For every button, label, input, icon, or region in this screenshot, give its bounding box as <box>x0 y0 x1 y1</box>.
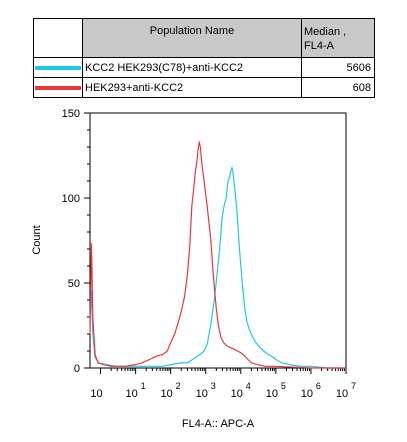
y-tick-label: 150 <box>62 108 80 120</box>
legend-header-row: Population Name Median , FL4-A <box>33 18 375 58</box>
legend-row-median: 608 <box>301 77 375 98</box>
series-group <box>89 141 346 369</box>
y-axis-label: Count <box>31 225 43 254</box>
legend-swatch-cell <box>33 57 83 78</box>
x-tick-label: 10 <box>266 388 278 400</box>
legend-row-2: HEK293+anti-KCC2 608 <box>33 77 375 98</box>
legend-row-1: KCC2 HEK293(C78)+anti-KCC2 5606 <box>33 57 375 78</box>
legend-swatch-red <box>35 86 81 90</box>
y-axis: 0 50 100 150 <box>62 108 90 375</box>
x-tick-exponent: 4 <box>246 381 251 391</box>
x-tick-label: 10 <box>231 388 243 400</box>
x-tick-exponent: 3 <box>211 381 216 391</box>
x-tick-label: 10 <box>336 388 348 400</box>
x-tick-label: 10 <box>90 388 102 400</box>
legend-header-median-unit: FL4-A <box>304 40 334 52</box>
x-tick-exponent: 1 <box>141 381 146 391</box>
y-tick-label: 100 <box>62 193 80 205</box>
x-tick-exponent: 2 <box>176 381 181 391</box>
legend-header-name: Population Name <box>82 18 302 58</box>
y-tick-label: 0 <box>74 363 80 375</box>
x-tick-label: 10 <box>196 388 208 400</box>
legend-header-blank <box>33 18 83 58</box>
plot-frame <box>89 112 347 369</box>
legend-row-name: KCC2 HEK293(C78)+anti-KCC2 <box>82 57 302 78</box>
x-tick-label: 10 <box>161 388 173 400</box>
x-tick-exponent: 5 <box>281 381 286 391</box>
legend-row-name: HEK293+anti-KCC2 <box>82 77 302 98</box>
x-tick-label: 10 <box>125 388 137 400</box>
series-line-kcc2-hek293 <box>89 166 346 369</box>
x-tick-exponent: 7 <box>351 381 356 391</box>
legend-header-median: Median , FL4-A <box>301 18 375 58</box>
x-tick-label: 10 <box>301 388 313 400</box>
x-tick-exponent: 6 <box>316 381 321 391</box>
series-line-hek293 <box>89 141 346 369</box>
legend-table: Population Name Median , FL4-A KCC2 HEK29… <box>33 18 375 98</box>
y-tick-label: 50 <box>68 278 80 290</box>
x-axis-label: FL4-A:: APC-A <box>182 418 255 430</box>
legend-header-median-label: Median , <box>304 26 347 38</box>
legend-row-median: 5606 <box>301 57 375 78</box>
legend-swatch-cyan <box>35 66 81 70</box>
legend-swatch-cell <box>33 77 83 98</box>
